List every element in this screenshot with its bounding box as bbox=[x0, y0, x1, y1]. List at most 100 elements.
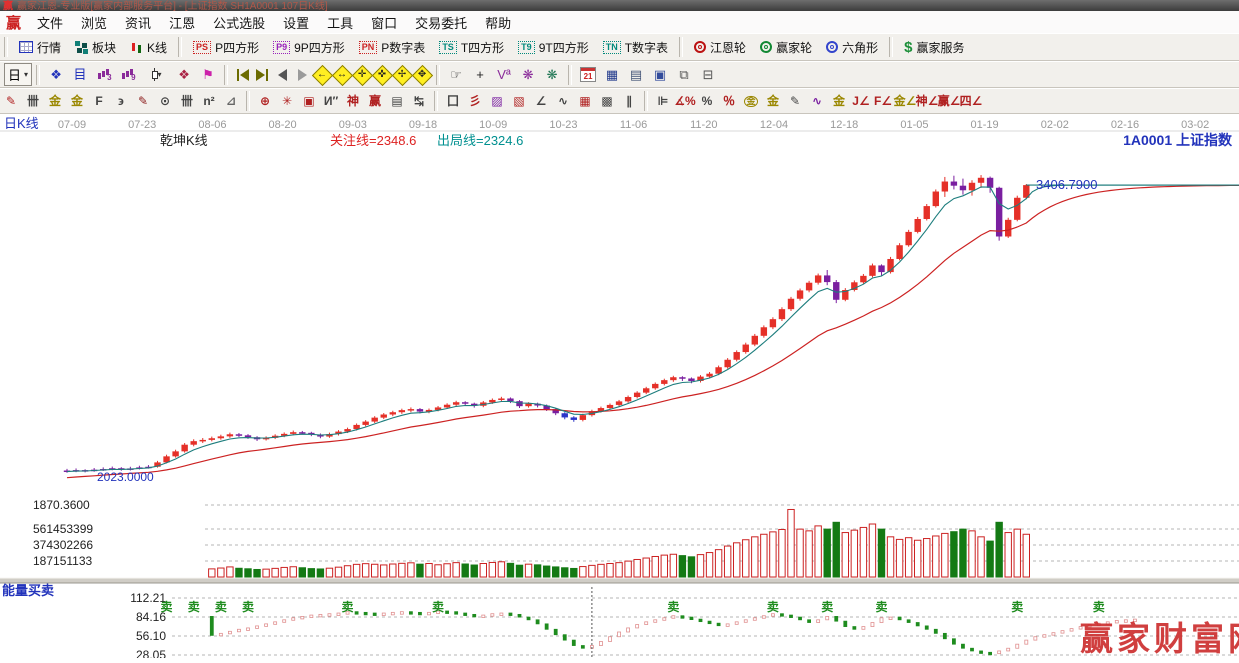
band-box-icon[interactable]: ▨ bbox=[486, 91, 508, 111]
gold-ruler-2-icon[interactable]: 金 bbox=[66, 91, 88, 111]
info-view-icon[interactable]: 目 bbox=[68, 64, 92, 86]
gann-ruler-icon[interactable]: 卌 bbox=[22, 91, 44, 111]
parallel-icon[interactable]: ∥ bbox=[618, 91, 640, 111]
draw-pen-icon[interactable]: ✎ bbox=[0, 91, 22, 111]
shen-angle-icon[interactable]: 神∠ bbox=[916, 91, 939, 111]
chip-tool-icon[interactable]: ❋ bbox=[516, 64, 540, 86]
calculator-icon[interactable]: ▦ bbox=[600, 64, 624, 86]
gann-circle-icon[interactable]: ⊕ bbox=[254, 91, 276, 111]
calendar-icon[interactable]: 21 bbox=[576, 64, 600, 86]
time-cycle-icon[interactable]: ⊙ bbox=[154, 91, 176, 111]
square-number-icon[interactable]: n² bbox=[198, 91, 220, 111]
zoom-center-icon[interactable]: ✜ bbox=[372, 65, 392, 85]
crosshair-icon[interactable]: + bbox=[468, 64, 492, 86]
menu-item-help[interactable]: 帮助 bbox=[485, 15, 512, 31]
menu-item-formula-picker[interactable]: 公式选股 bbox=[213, 15, 266, 31]
zoom-cross-icon[interactable]: ✛ bbox=[352, 65, 372, 85]
pattern-view-icon[interactable]: ❖ bbox=[44, 64, 68, 86]
ruler-123-icon[interactable]: ▤ bbox=[386, 91, 408, 111]
pattern-tool-icon[interactable]: ❋ bbox=[540, 64, 564, 86]
zoom-horizontal-icon[interactable]: ↔ bbox=[332, 65, 352, 85]
wave-band-icon[interactable]: ∿ bbox=[806, 91, 828, 111]
angle-line-icon[interactable]: ∠ bbox=[530, 91, 552, 111]
menu-item-settings[interactable]: 设置 bbox=[283, 15, 310, 31]
f-angle-icon[interactable]: F∠ bbox=[872, 91, 894, 111]
price-ruler-icon[interactable]: 卌 bbox=[176, 91, 198, 111]
square-wheel-icon[interactable]: ▣ bbox=[298, 91, 320, 111]
menu-item-tools[interactable]: 工具 bbox=[327, 15, 354, 31]
zoom-expand-icon[interactable]: ✢ bbox=[392, 65, 412, 85]
menu-item-browse[interactable]: 浏览 bbox=[81, 15, 108, 31]
gann-wheel-button[interactable]: 江恩轮 bbox=[687, 36, 753, 59]
angle-flag-icon[interactable]: ⊿ bbox=[220, 91, 242, 111]
frame-tool-icon[interactable]: 囗 bbox=[442, 91, 464, 111]
zigzag-icon[interactable]: ∿ bbox=[552, 91, 574, 111]
percent-line-icon[interactable]: ％ bbox=[718, 91, 740, 111]
four-angle-icon[interactable]: 四∠ bbox=[960, 91, 983, 111]
network-icon[interactable]: ⧉ bbox=[672, 64, 696, 86]
gold-circle-icon[interactable]: 金 bbox=[740, 91, 762, 111]
menu-item-file[interactable]: 文件 bbox=[37, 15, 64, 31]
percent-angle-icon[interactable]: ∡% bbox=[674, 91, 696, 111]
save-icon[interactable]: ▣ bbox=[648, 64, 672, 86]
nine-p-square-button[interactable]: P9 9P四方形 bbox=[266, 36, 352, 59]
hand-tool-icon[interactable]: ☞ bbox=[444, 64, 468, 86]
mark-pen-icon[interactable]: ✎ bbox=[784, 91, 806, 111]
grid-dark-icon[interactable]: ▩ bbox=[596, 91, 618, 111]
wave-9-icon[interactable]: 9 bbox=[116, 64, 140, 86]
panel-splitter[interactable] bbox=[0, 578, 1239, 583]
trend-flag-icon[interactable]: ⚑ bbox=[196, 64, 220, 86]
width-measure-icon[interactable]: ↹ bbox=[408, 91, 430, 111]
menu-item-trade[interactable]: 交易委托 bbox=[415, 15, 468, 31]
chart-area[interactable]: 07-09 07-23 08-06 08-20 09-03 09-18 10-09 10-23… bbox=[0, 114, 1239, 662]
candle bbox=[244, 435, 252, 438]
period-selector[interactable]: 日 ▾ bbox=[4, 63, 33, 86]
prev-bar-button[interactable] bbox=[272, 66, 292, 84]
win-angle-icon[interactable]: 赢∠ bbox=[938, 91, 961, 111]
next-bar-button[interactable] bbox=[292, 66, 312, 84]
j-angle-icon[interactable]: J∠ bbox=[850, 91, 872, 111]
p-number-table-button[interactable]: PN P数字表 bbox=[352, 36, 433, 59]
hexagon-button[interactable]: 六角形 bbox=[819, 36, 885, 59]
chart-canvas[interactable]: 07-09 07-23 08-06 08-20 09-03 09-18 10-09 10-23… bbox=[0, 114, 1239, 662]
zoom-left-icon[interactable]: ← bbox=[312, 65, 332, 85]
ray-fan-icon[interactable]: 彡 bbox=[464, 91, 486, 111]
grid-red-icon[interactable]: ▦ bbox=[574, 91, 596, 111]
menu-item-window[interactable]: 窗口 bbox=[371, 15, 398, 31]
menu-item-gann[interactable]: 江恩 bbox=[169, 15, 196, 31]
gold-level-icon[interactable]: 金 bbox=[762, 91, 784, 111]
win-ruler-icon[interactable]: 赢 bbox=[364, 91, 386, 111]
spiral-icon[interactable]: ϶ bbox=[110, 91, 132, 111]
zoom-all-icon[interactable]: ✥ bbox=[412, 65, 432, 85]
fibo-ruler-icon[interactable]: F bbox=[88, 91, 110, 111]
t-number-table-button[interactable]: TN T数字表 bbox=[596, 36, 675, 59]
measure-pen-icon[interactable]: ✎ bbox=[132, 91, 154, 111]
wave-3-icon[interactable]: 3 bbox=[92, 64, 116, 86]
quotes-button[interactable]: 行情 bbox=[12, 36, 68, 59]
nine-t-square-button[interactable]: T9 9T四方形 bbox=[511, 36, 596, 59]
first-bar-button[interactable] bbox=[232, 66, 252, 84]
t-square-button[interactable]: TS T四方形 bbox=[432, 36, 511, 59]
candle bbox=[923, 206, 930, 220]
gold-angle-icon[interactable]: 金∠ bbox=[894, 91, 917, 111]
notepad-icon[interactable]: ▤ bbox=[624, 64, 648, 86]
menu-item-news[interactable]: 资讯 bbox=[125, 15, 152, 31]
winner-wheel-button[interactable]: 赢家轮 bbox=[753, 36, 819, 59]
star-wheel-icon[interactable]: ✳ bbox=[276, 91, 298, 111]
last-bar-button[interactable] bbox=[252, 66, 272, 84]
candle-style-selector[interactable]: ▾ bbox=[140, 64, 172, 86]
print-icon[interactable]: ⊟ bbox=[696, 64, 720, 86]
shen-ruler-icon[interactable]: 神 bbox=[342, 91, 364, 111]
percent-icon[interactable]: % bbox=[696, 91, 718, 111]
qiankun-pattern-icon[interactable]: ❖ bbox=[172, 64, 196, 86]
gold-ruler-icon[interactable]: 金 bbox=[44, 91, 66, 111]
p-square-button[interactable]: PS P四方形 bbox=[186, 36, 266, 59]
net-box-icon[interactable]: ▧ bbox=[508, 91, 530, 111]
wave-n-icon[interactable]: И″ bbox=[320, 91, 342, 111]
scale-frame-icon[interactable]: ⊫ bbox=[652, 91, 674, 111]
gold-level-2-icon[interactable]: 金 bbox=[828, 91, 850, 111]
kline-button[interactable]: K线 bbox=[123, 36, 174, 59]
winner-service-button[interactable]: $ 赢家服务 bbox=[897, 36, 971, 59]
sectors-button[interactable]: 板块 bbox=[68, 36, 123, 59]
value-marker-icon[interactable]: Vª bbox=[492, 64, 516, 86]
